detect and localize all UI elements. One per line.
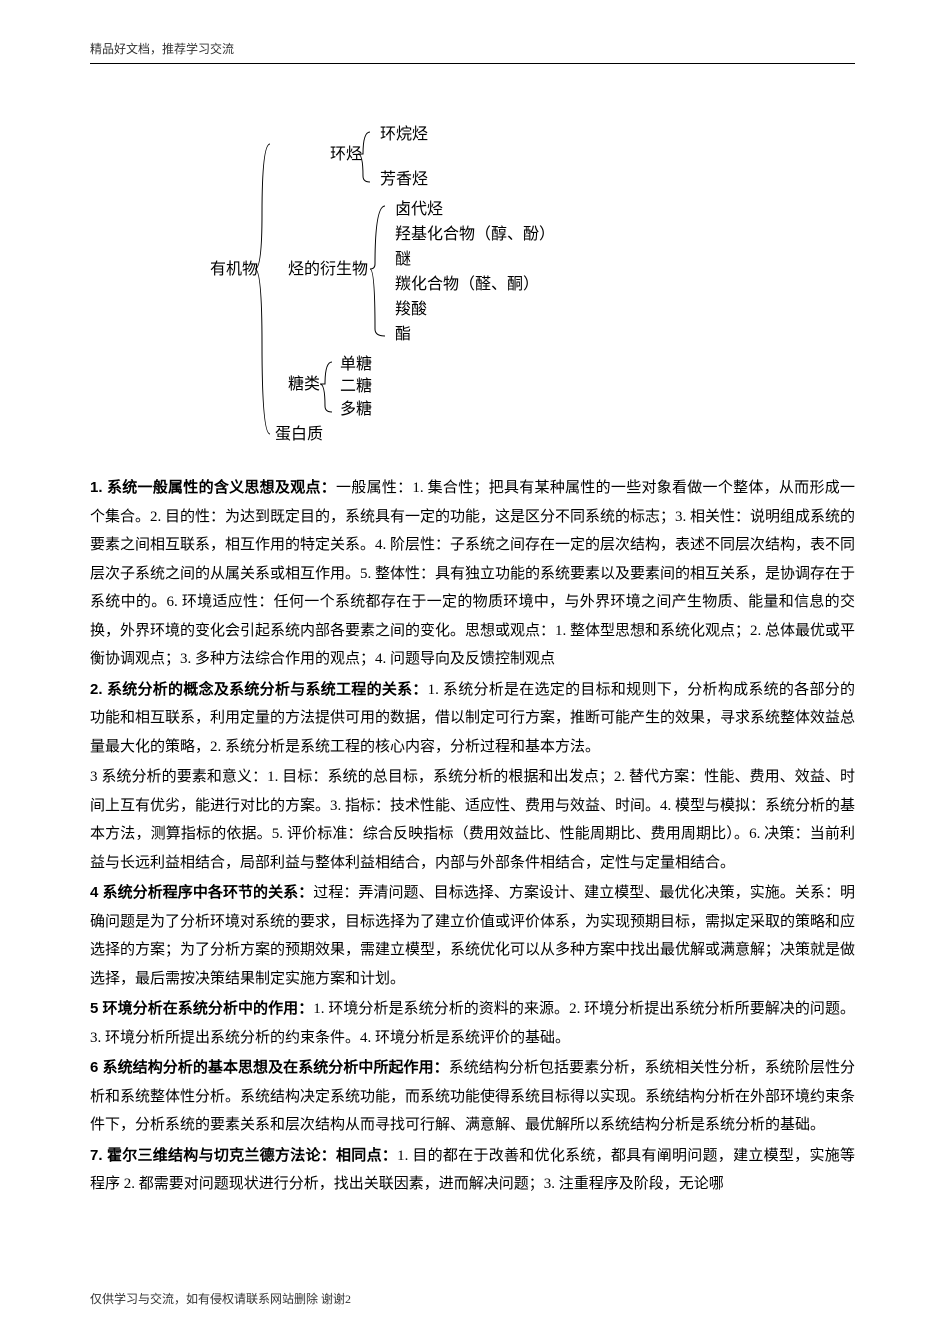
tree-leaf-0-0: 环烷烃 <box>380 125 428 143</box>
section-7-title: 7. 霍尔三维结构与切克兰德方法论：相同点： <box>90 1147 397 1164</box>
page-footer: 仅供学习与交流，如有侵权请联系网站删除 谢谢2 <box>90 1290 351 1307</box>
tree-leaf-1-1: 羟基化合物（醇、酚） <box>395 225 555 243</box>
brace-root <box>255 144 270 434</box>
tree-root-label: 有机物 <box>210 260 258 278</box>
tree-branch-2: 糖类 <box>288 375 320 393</box>
section-1: 1. 系统一般属性的含义思想及观点：一般属性：1. 集合性；把具有某种属性的一些… <box>90 474 855 674</box>
section-5-title: 5 环境分析在系统分析中的作用： <box>90 1000 313 1017</box>
section-2-title: 2. 系统分析的概念及系统分析与系统工程的关系： <box>90 681 428 698</box>
tree-leaf-0-1: 芳香烃 <box>380 170 428 188</box>
section-1-body: 一般属性：1. 集合性；把具有某种属性的一些对象看做一个整体，从而形成一个集合。… <box>90 480 855 667</box>
footer-page-number: 2 <box>345 1292 351 1306</box>
tree-diagram: 有机物 环烃 环烷烃 芳香烃 烃的衍生物 卤代烃 羟基化合物（醇、酚） 醚 羰化… <box>170 84 690 454</box>
tree-leaf-1-5: 酯 <box>395 325 411 343</box>
document-body: 1. 系统一般属性的含义思想及观点：一般属性：1. 集合性；把具有某种属性的一些… <box>90 474 855 1199</box>
tree-leaf-1-0: 卤代烃 <box>395 200 443 218</box>
tree-leaf-1-4: 羧酸 <box>395 300 427 318</box>
section-3-body: 3 系统分析的要素和意义：1. 目标：系统的总目标，系统分析的根据和出发点；2.… <box>90 769 855 871</box>
section-6-title: 6 系统结构分析的基本思想及在系统分析中所起作用： <box>90 1059 449 1076</box>
tree-leaf-1-3: 羰化合物（醛、酮） <box>395 275 539 293</box>
brace-branch-1 <box>370 206 385 336</box>
section-1-title: 1. 系统一般属性的含义思想及观点： <box>90 479 336 496</box>
section-2: 2. 系统分析的概念及系统分析与系统工程的关系：1. 系统分析是在选定的目标和规… <box>90 676 855 762</box>
section-6: 6 系统结构分析的基本思想及在系统分析中所起作用：系统结构分析包括要素分析，系统… <box>90 1054 855 1140</box>
section-5: 5 环境分析在系统分析中的作用：1. 环境分析是系统分析的资料的来源。2. 环境… <box>90 995 855 1052</box>
tree-leaf-2-1: 二糖 <box>340 377 372 395</box>
tree-branch-0: 环烃 <box>330 145 362 163</box>
tree-branch-1: 烃的衍生物 <box>288 260 368 278</box>
document-page: 精品好文档，推荐学习交流 有机物 环烃 环烷烃 芳香烃 烃的衍生物 卤代烃 羟基… <box>0 0 945 1337</box>
section-3: 3 系统分析的要素和意义：1. 目标：系统的总目标，系统分析的根据和出发点；2.… <box>90 763 855 877</box>
page-header: 精品好文档，推荐学习交流 <box>90 40 855 64</box>
tree-leaf-1-2: 醚 <box>395 250 411 268</box>
brace-branch-2 <box>320 362 332 412</box>
section-4: 4 系统分析程序中各环节的关系：过程：弄清问题、目标选择、方案设计、建立模型、最… <box>90 879 855 993</box>
footer-text: 仅供学习与交流，如有侵权请联系网站删除 谢谢 <box>90 1292 345 1306</box>
tree-leaf-2-2: 多糖 <box>340 400 372 418</box>
tree-branch-3: 蛋白质 <box>275 425 323 443</box>
tree-leaf-2-0: 单糖 <box>340 355 372 373</box>
section-7: 7. 霍尔三维结构与切克兰德方法论：相同点：1. 目的都在于改善和优化系统，都具… <box>90 1142 855 1199</box>
section-4-title: 4 系统分析程序中各环节的关系： <box>90 884 313 901</box>
